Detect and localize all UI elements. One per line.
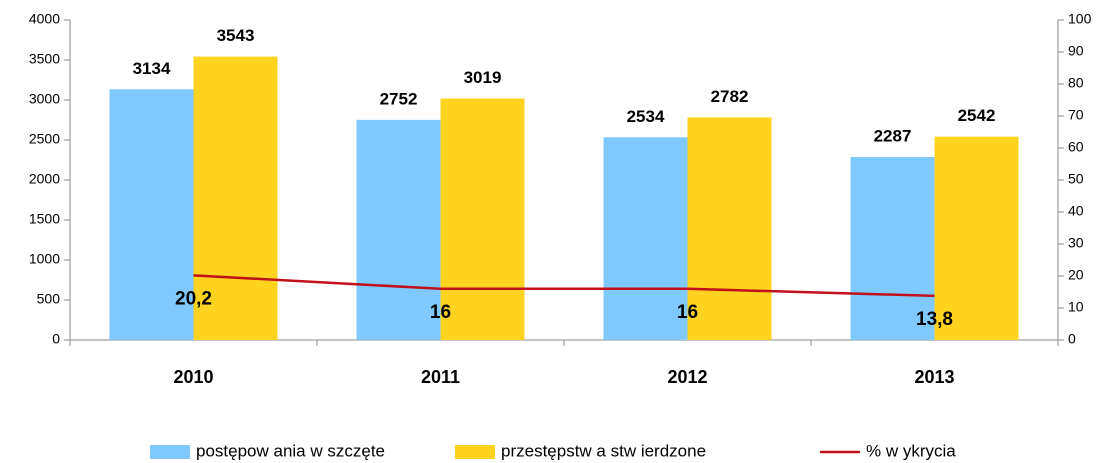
y-tick-label: 500 — [37, 291, 61, 307]
y-tick-label: 1500 — [29, 211, 60, 227]
y-tick-label: 3000 — [29, 91, 60, 107]
data-label: 2542 — [958, 106, 996, 125]
x-tick-label: 2013 — [914, 367, 954, 387]
y2-tick-label: 80 — [1068, 75, 1084, 91]
legend-label: postępow ania w szczęte — [196, 441, 385, 460]
y2-tick-label: 20 — [1068, 267, 1084, 283]
y2-tick-label: 100 — [1068, 11, 1092, 27]
legend-swatch — [150, 445, 190, 459]
data-label: 3543 — [217, 26, 255, 45]
data-label: 3019 — [464, 68, 502, 87]
x-tick-label: 2012 — [667, 367, 707, 387]
y2-tick-label: 90 — [1068, 43, 1084, 59]
y2-tick-label: 0 — [1068, 331, 1076, 347]
data-label: 2287 — [874, 127, 912, 146]
y2-tick-label: 10 — [1068, 299, 1084, 315]
bar — [440, 98, 525, 340]
data-label: 2782 — [711, 87, 749, 106]
bar — [687, 117, 772, 340]
y-tick-label: 2500 — [29, 131, 60, 147]
line — [193, 274, 935, 298]
legend-label: przestępstw a stw ierdzone — [501, 441, 706, 460]
y2-tick-label: 60 — [1068, 139, 1084, 155]
line-label: 16 — [677, 302, 698, 323]
bar — [193, 56, 278, 341]
data-label: 2752 — [380, 89, 418, 108]
bar — [603, 137, 688, 340]
bar — [109, 89, 194, 340]
y2-tick-label: 40 — [1068, 203, 1084, 219]
y2-tick-label: 70 — [1068, 107, 1084, 123]
line-label: 20,2 — [175, 288, 212, 309]
bar — [850, 157, 935, 340]
legend-label: % w ykrycia — [866, 441, 956, 460]
y-tick-label: 3500 — [29, 51, 60, 67]
line-label: 16 — [430, 302, 451, 323]
data-label: 3134 — [133, 59, 171, 78]
y2-tick-label: 30 — [1068, 235, 1084, 251]
y-tick-label: 2000 — [29, 171, 60, 187]
legend-swatch — [455, 445, 495, 459]
y2-tick-label: 50 — [1068, 171, 1084, 187]
y-tick-label: 0 — [52, 331, 60, 347]
x-tick-label: 2011 — [421, 367, 460, 387]
data-label: 2534 — [627, 107, 665, 126]
line-label: 13,8 — [916, 309, 953, 330]
y-tick-label: 4000 — [29, 11, 60, 27]
bar — [934, 136, 1019, 340]
x-tick-label: 2010 — [173, 367, 213, 387]
bar — [356, 119, 441, 340]
y-tick-label: 1000 — [29, 251, 60, 267]
